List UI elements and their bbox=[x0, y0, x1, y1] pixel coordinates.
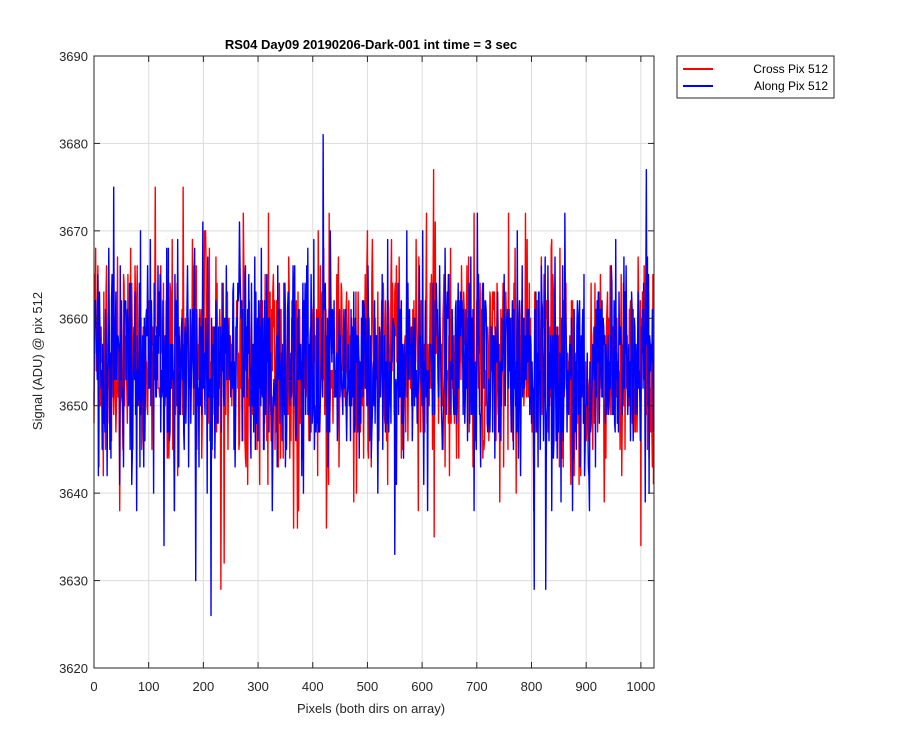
y-tick-label: 3670 bbox=[59, 224, 88, 239]
legend-box bbox=[676, 55, 835, 99]
y-tick-label: 3640 bbox=[59, 486, 88, 501]
y-tick-label: 3660 bbox=[59, 311, 88, 326]
x-tick-label: 100 bbox=[138, 679, 160, 694]
x-tick-label: 400 bbox=[302, 679, 324, 694]
y-tick-label: 3620 bbox=[59, 661, 88, 676]
plot-frame bbox=[93, 55, 655, 669]
x-tick-label: 200 bbox=[193, 679, 215, 694]
x-tick-label: 1000 bbox=[626, 679, 655, 694]
x-tick-label: 900 bbox=[575, 679, 597, 694]
x-tick-label: 0 bbox=[90, 679, 97, 694]
y-tick-label: 3680 bbox=[59, 136, 88, 151]
legend-label-1: Cross Pix 512 bbox=[753, 62, 828, 76]
x-tick-label: 700 bbox=[466, 679, 488, 694]
series-line-2 bbox=[93, 133, 655, 617]
x-tick-label: 500 bbox=[357, 679, 379, 694]
chart-title: RS04 Day09 20190206-Dark-001 int time = … bbox=[225, 37, 517, 52]
y-tick-label: 3690 bbox=[59, 49, 88, 64]
axis-ticks: 0 100 200 300 400 500 600 700 800 900 1000 3620 3630… bbox=[59, 49, 655, 694]
x-axis-title: Pixels (both dirs on array) bbox=[297, 701, 445, 716]
y-axis-title: Signal (ADU) @ pix 512 bbox=[30, 292, 45, 430]
x-tick-label: 600 bbox=[411, 679, 433, 694]
x-tick-label: 800 bbox=[521, 679, 543, 694]
y-tick-label: 3650 bbox=[59, 399, 88, 414]
legend: Cross Pix 512 Along Pix 512 bbox=[676, 55, 835, 99]
legend-label-2: Along Pix 512 bbox=[754, 79, 828, 93]
series-layer bbox=[93, 133, 655, 617]
y-tick-label: 3630 bbox=[59, 574, 88, 589]
x-tick-label: 300 bbox=[247, 679, 269, 694]
